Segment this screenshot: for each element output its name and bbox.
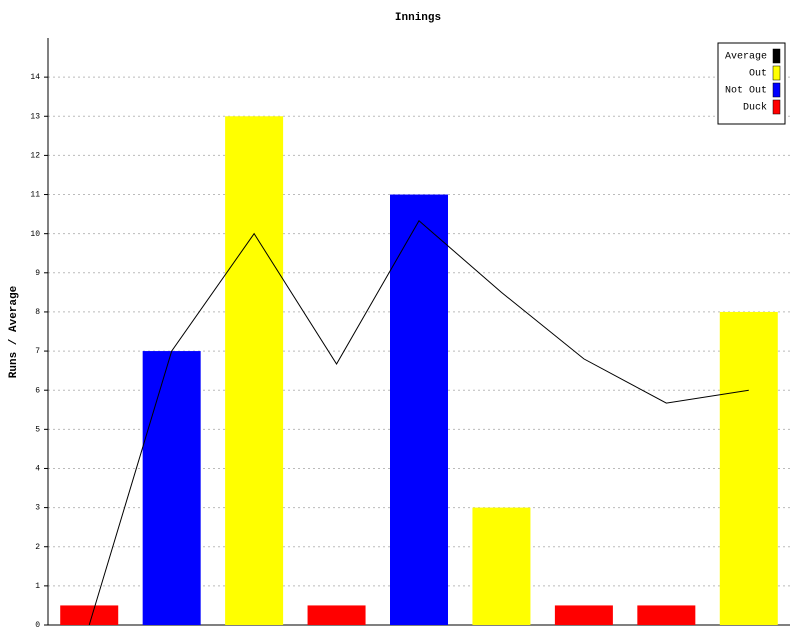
y-tick-label: 6: [35, 386, 40, 395]
legend-label: Average: [725, 52, 767, 63]
y-tick-label: 3: [35, 504, 40, 513]
y-tick-label: 1: [35, 582, 40, 591]
bar: [60, 605, 119, 625]
legend-label: Duck: [743, 102, 767, 114]
bar: [307, 605, 366, 625]
y-tick-label: 4: [35, 465, 40, 474]
chart-title: Innings: [395, 12, 441, 24]
y-tick-label: 8: [35, 308, 40, 317]
bar: [637, 605, 696, 625]
bar: [719, 311, 778, 625]
average-line: [88, 219, 749, 626]
legend-swatch: [772, 65, 781, 81]
y-tick-label: 11: [30, 191, 40, 200]
bar: [142, 351, 201, 625]
y-tick-label: 13: [30, 112, 40, 121]
y-tick-label: 7: [35, 347, 40, 356]
y-tick-label: 10: [30, 230, 40, 239]
legend-label: Not Out: [725, 86, 767, 97]
y-tick-label: 9: [35, 269, 40, 278]
legend-swatch: [772, 99, 781, 115]
bar: [390, 194, 448, 626]
legend-label: Out: [749, 69, 767, 80]
y-axis-label: Runs / Average: [8, 285, 20, 378]
bar: [472, 507, 531, 625]
y-tick-label: 14: [30, 73, 40, 82]
y-tick-label: 12: [30, 152, 40, 161]
legend-swatch: [772, 48, 781, 64]
legend-swatch: [772, 82, 781, 98]
y-tick-label: 5: [35, 425, 40, 434]
y-tick-label: 0: [35, 621, 40, 630]
bar: [225, 116, 284, 626]
y-tick-label: 2: [35, 543, 40, 552]
bar: [554, 605, 613, 625]
